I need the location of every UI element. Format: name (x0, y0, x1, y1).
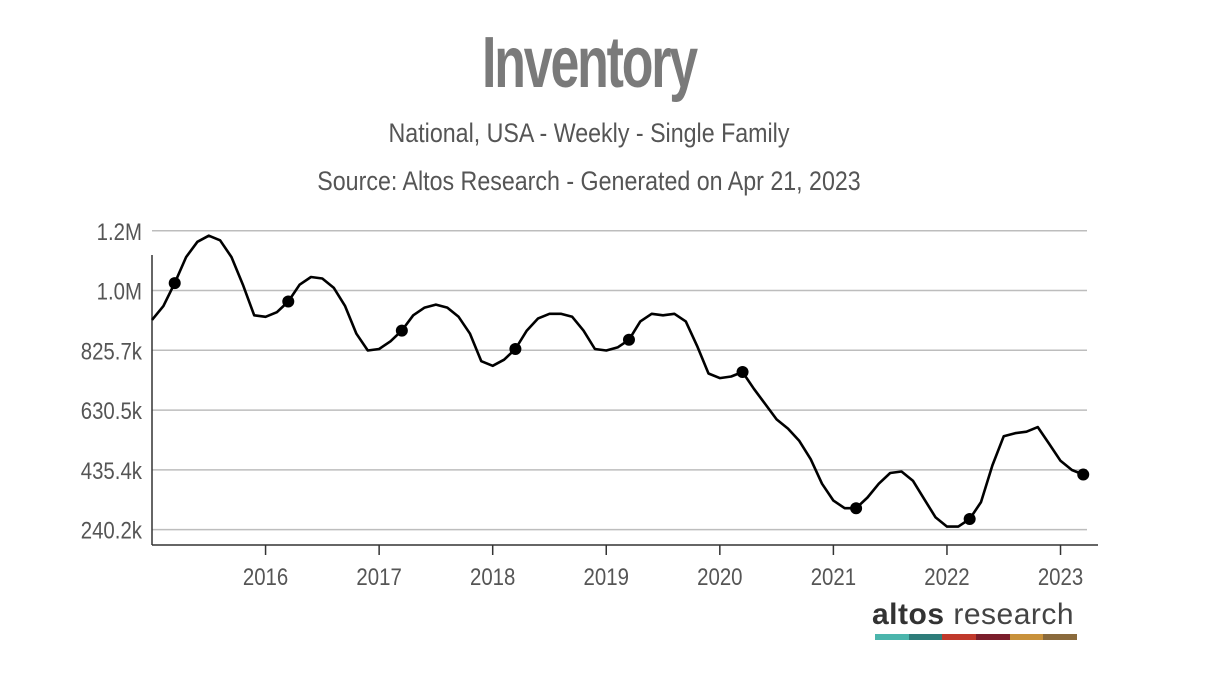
brand-color-segment (976, 634, 1010, 640)
brand-name-bold: altos (872, 598, 945, 631)
y-tick-label: 1.0M (97, 278, 142, 305)
data-point-marker (622, 333, 635, 346)
y-tick-label: 825.7k (81, 338, 143, 365)
y-tick-label: 630.5k (81, 398, 143, 425)
chart-subtitle: National, USA - Weekly - Single Family (388, 118, 790, 148)
inventory-line (150, 234, 1084, 528)
y-tick-label: 1.2M (97, 218, 142, 245)
data-point-marker (736, 365, 749, 378)
brand-color-segment (1043, 634, 1078, 640)
x-tick-label: 2022 (924, 563, 969, 590)
chart-title: Inventory (482, 23, 698, 103)
data-point-marker (963, 512, 976, 525)
x-tick-label: 2021 (811, 563, 856, 590)
brand-color-segment (908, 634, 943, 640)
brand-name-rest: research (944, 598, 1075, 631)
altos-logo: altos research (872, 598, 1074, 632)
brand-color-segment (875, 634, 909, 640)
data-point-marker (282, 295, 295, 308)
x-tick-label: 2017 (356, 563, 401, 590)
brand-color-segment (1009, 634, 1044, 640)
brand-color-segment (942, 634, 977, 640)
data-point-marker (395, 324, 408, 337)
data-point-marker (168, 277, 181, 290)
x-tick-label: 2023 (1038, 563, 1083, 590)
x-tick-label: 2019 (584, 563, 629, 590)
chart-source: Source: Altos Research - Generated on Ap… (317, 166, 861, 196)
y-tick-label: 435.4k (81, 457, 143, 484)
data-point-marker (850, 502, 863, 515)
brand-color-bar (875, 634, 1078, 640)
x-tick-label: 2016 (243, 563, 288, 590)
x-tick-label: 2018 (470, 563, 515, 590)
y-tick-label: 240.2k (81, 517, 143, 544)
data-point-marker (509, 342, 522, 355)
data-point-marker (1077, 468, 1090, 481)
x-tick-label: 2020 (697, 563, 742, 590)
